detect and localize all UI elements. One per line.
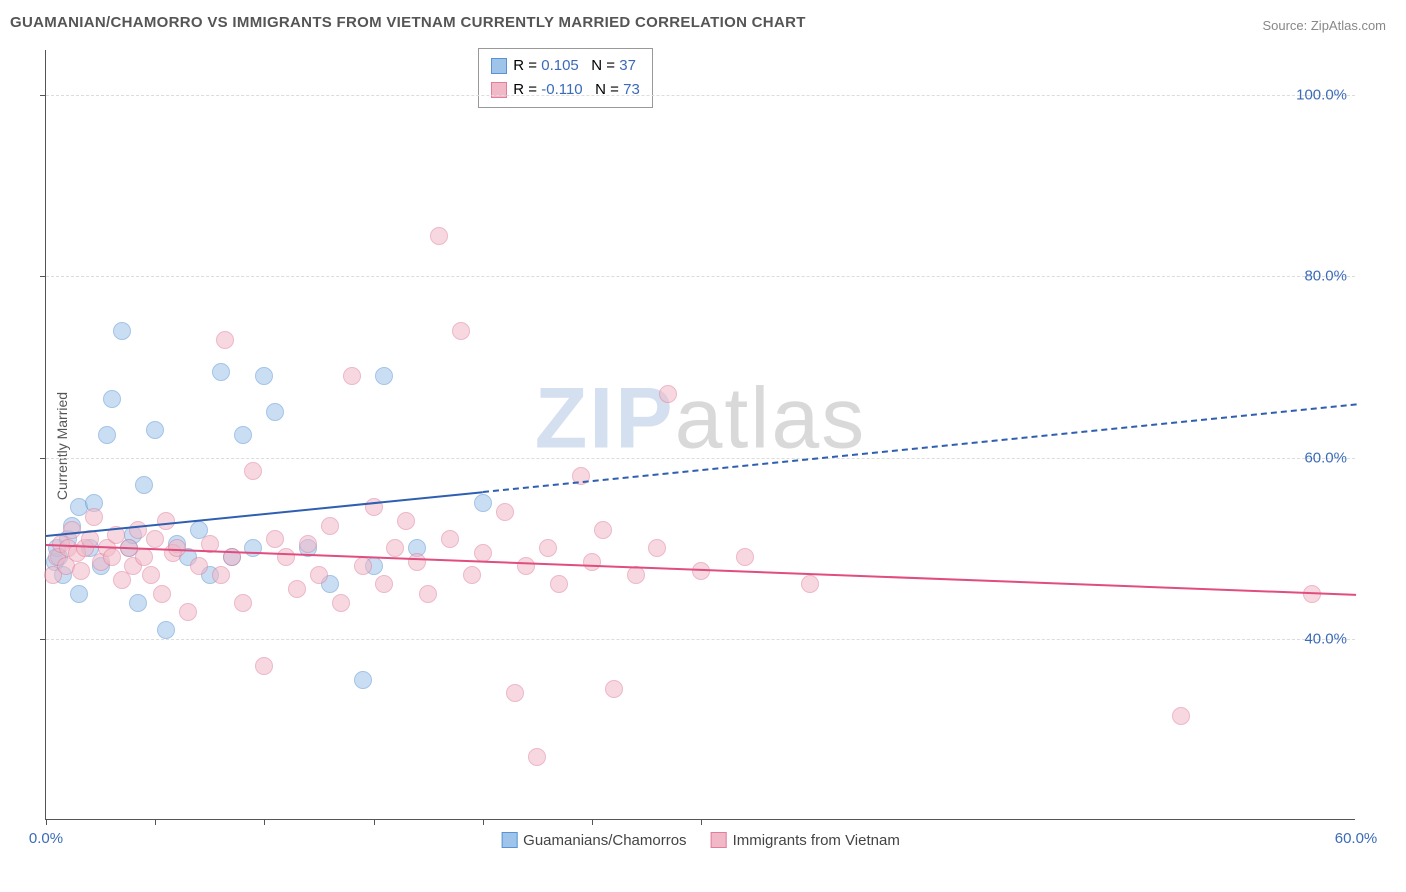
data-point — [277, 548, 295, 566]
data-point — [550, 575, 568, 593]
data-point — [736, 548, 754, 566]
x-tick-label: 60.0% — [1335, 830, 1378, 847]
data-point — [627, 566, 645, 584]
data-point — [474, 544, 492, 562]
data-point — [452, 322, 470, 340]
data-point — [506, 684, 524, 702]
y-tick-label: 60.0% — [1304, 449, 1347, 466]
legend-swatch — [501, 832, 517, 848]
chart-title: GUAMANIAN/CHAMORRO VS IMMIGRANTS FROM VI… — [10, 14, 806, 31]
source-label: Source: ZipAtlas.com — [1262, 18, 1386, 33]
data-point — [310, 566, 328, 584]
data-point — [244, 462, 262, 480]
data-point — [354, 557, 372, 575]
data-point — [539, 539, 557, 557]
data-point — [288, 580, 306, 598]
data-point — [375, 575, 393, 593]
data-point — [98, 426, 116, 444]
x-tick-label: 0.0% — [29, 830, 63, 847]
data-point — [583, 553, 601, 571]
data-point — [146, 530, 164, 548]
data-point — [430, 227, 448, 245]
data-point — [179, 603, 197, 621]
data-point — [63, 521, 81, 539]
data-point — [70, 585, 88, 603]
data-point — [659, 385, 677, 403]
data-point — [212, 363, 230, 381]
gridline — [46, 276, 1355, 277]
correlation-chart: GUAMANIAN/CHAMORRO VS IMMIGRANTS FROM VI… — [0, 0, 1406, 892]
legend-series: Guamanians/Chamorros Immigrants from Viet… — [501, 832, 900, 849]
legend-stats: R = 0.105 N = 37R = -0.110 N = 73 — [478, 48, 653, 108]
legend-stat-row: R = -0.110 N = 73 — [491, 78, 640, 102]
data-point — [244, 539, 262, 557]
data-point — [801, 575, 819, 593]
data-point — [157, 621, 175, 639]
data-point — [135, 548, 153, 566]
gridline — [46, 95, 1355, 96]
data-point — [234, 426, 252, 444]
data-point — [528, 748, 546, 766]
gridline — [46, 458, 1355, 459]
trend-line — [46, 491, 483, 537]
legend-series-label: Immigrants from Vietnam — [733, 832, 900, 849]
data-point — [142, 566, 160, 584]
data-point — [113, 322, 131, 340]
data-point — [397, 512, 415, 530]
data-point — [153, 585, 171, 603]
watermark: ZIPatlas — [535, 370, 866, 469]
plot-area: ZIPatlas R = 0.105 N = 37R = -0.110 N = … — [45, 50, 1355, 820]
data-point — [103, 548, 121, 566]
data-point — [321, 517, 339, 535]
data-point — [408, 553, 426, 571]
trend-line — [483, 403, 1357, 493]
trend-line — [46, 544, 1356, 596]
data-point — [386, 539, 404, 557]
data-point — [299, 535, 317, 553]
data-point — [354, 671, 372, 689]
data-point — [463, 566, 481, 584]
data-point — [234, 594, 252, 612]
data-point — [266, 403, 284, 421]
y-tick-label: 40.0% — [1304, 630, 1347, 647]
data-point — [1172, 707, 1190, 725]
data-point — [190, 557, 208, 575]
data-point — [129, 521, 147, 539]
data-point — [594, 521, 612, 539]
y-tick-label: 100.0% — [1296, 87, 1347, 104]
data-point — [441, 530, 459, 548]
gridline — [46, 639, 1355, 640]
data-point — [212, 566, 230, 584]
data-point — [72, 562, 90, 580]
data-point — [129, 594, 147, 612]
data-point — [419, 585, 437, 603]
data-point — [648, 539, 666, 557]
legend-stat-row: R = 0.105 N = 37 — [491, 54, 640, 78]
data-point — [255, 657, 273, 675]
data-point — [103, 390, 121, 408]
data-point — [146, 421, 164, 439]
data-point — [474, 494, 492, 512]
y-tick-label: 80.0% — [1304, 268, 1347, 285]
data-point — [135, 476, 153, 494]
data-point — [266, 530, 284, 548]
data-point — [85, 508, 103, 526]
legend-swatch — [711, 832, 727, 848]
legend-series-label: Guamanians/Chamorros — [523, 832, 686, 849]
data-point — [255, 367, 273, 385]
data-point — [343, 367, 361, 385]
data-point — [605, 680, 623, 698]
data-point — [496, 503, 514, 521]
data-point — [517, 557, 535, 575]
data-point — [157, 512, 175, 530]
data-point — [216, 331, 234, 349]
data-point — [332, 594, 350, 612]
data-point — [375, 367, 393, 385]
